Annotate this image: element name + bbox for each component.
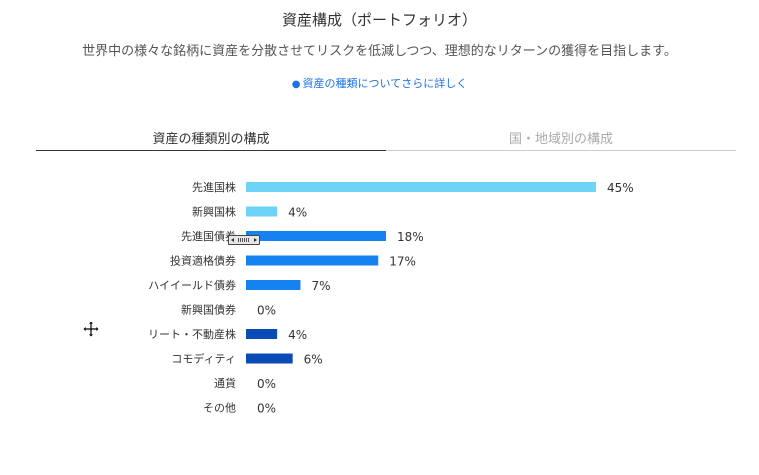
category-label: リート・不動産株 [148,327,236,341]
category-label: 先進国債券 [181,229,236,243]
value-label: 7% [311,279,330,293]
tab-asset-type[interactable]: 資産の種類別の構成 [36,128,386,151]
category-label: 新興国株 [192,205,236,219]
bullet-icon: ● [291,79,301,90]
value-label: 4% [288,328,307,342]
move-cursor-icon [82,320,100,338]
asset-composition-bar-chart: 先進国株 45% 新興国株 4% 先進国債券 18% 投資適格債券 17% ハイイールド債券 7%… [148,180,634,416]
bar [246,182,596,192]
bar [246,329,278,339]
category-label: コモディティ [171,352,236,366]
tab-country-region[interactable]: 国・地域別の構成 [386,128,736,151]
asset-type-info-link[interactable]: ● 資産の種類についてさらに詳しく [0,75,759,91]
category-label: 新興国債券 [181,303,236,317]
value-label: 0% [257,377,276,391]
bar [246,255,379,266]
value-label: 0% [257,304,276,318]
composition-tabs: 資産の種類別の構成 国・地域別の構成 [36,128,736,152]
bar [246,231,386,241]
page-title: 資産構成（ポートフォリオ） [281,11,477,29]
category-label: その他 [203,402,236,415]
category-label: 投資適格債券 [170,254,236,268]
category-label: 先進国株 [192,180,236,194]
category-label: 通貨 [214,376,236,390]
bar [246,280,301,290]
category-label: ハイイールド債券 [148,278,236,292]
value-label: 6% [304,353,323,367]
value-label: 18% [397,230,424,244]
bar [246,353,293,364]
page-subtitle: 世界中の様々な銘柄に資産を分散させてリスクを低減しつつ、理想的なリターンの獲得を… [82,44,677,59]
value-label: 17% [389,255,416,269]
value-label: 45% [607,181,634,195]
bar [246,206,278,217]
value-label: 4% [288,206,307,220]
horizontal-scroll-handle-icon[interactable] [228,235,260,245]
value-label: 0% [257,402,276,416]
asset-type-info-link-text[interactable]: 資産の種類についてさらに詳しく [302,77,468,90]
